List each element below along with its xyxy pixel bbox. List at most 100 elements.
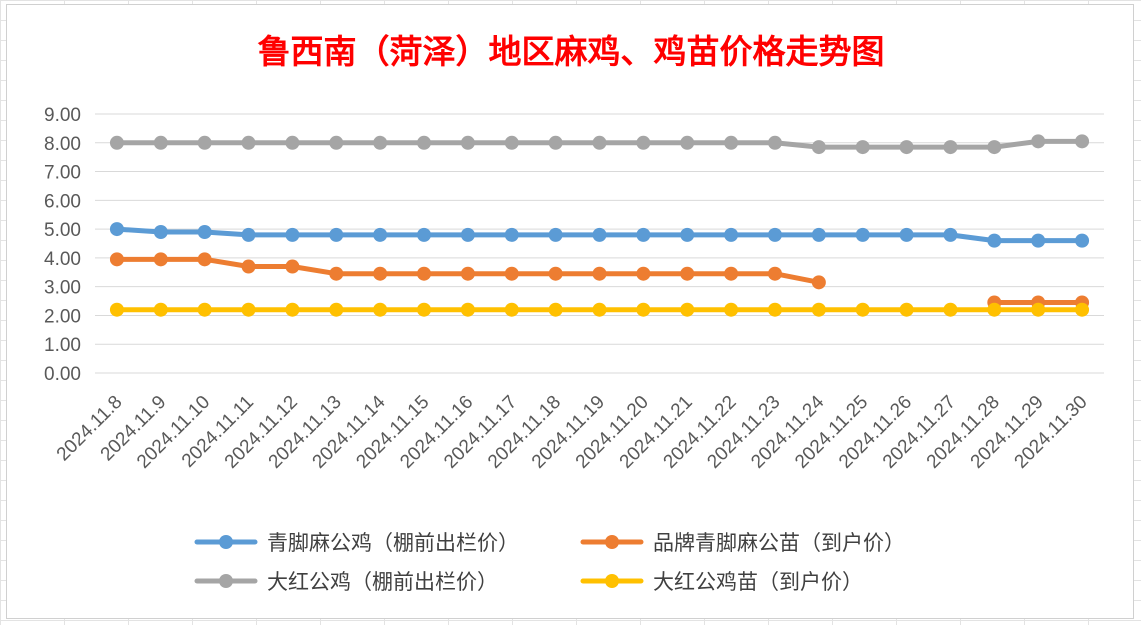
data-point bbox=[504, 227, 519, 242]
chart-title: 鲁西南（菏泽）地区麻鸡、鸡苗价格走势图 bbox=[258, 32, 885, 71]
chart-area[interactable]: 鲁西南（菏泽）地区麻鸡、鸡苗价格走势图 0.00 1.00 2.00 3.00 4.00… bbox=[6, 4, 1134, 619]
data-point bbox=[987, 140, 1002, 155]
data-point bbox=[680, 302, 695, 317]
data-point bbox=[197, 302, 212, 317]
data-point bbox=[241, 302, 256, 317]
legend-item: 大红公鸡苗（到户价） bbox=[580, 570, 863, 594]
data-point bbox=[943, 140, 958, 155]
data-point bbox=[767, 302, 782, 317]
legend-item: 品牌青脚麻公苗（到户价） bbox=[580, 531, 905, 555]
data-point bbox=[1075, 134, 1090, 149]
data-point bbox=[329, 266, 344, 281]
legend-item: 青脚麻公鸡（棚前出栏价） bbox=[194, 531, 519, 555]
data-point bbox=[197, 224, 212, 239]
y-tick-label: 8.00 bbox=[44, 134, 81, 155]
legend-item: 大红公鸡（棚前出栏价） bbox=[194, 570, 498, 594]
data-point bbox=[460, 302, 475, 317]
data-point bbox=[373, 302, 388, 317]
legend-marker bbox=[219, 574, 233, 588]
data-point bbox=[636, 302, 651, 317]
legend-marker bbox=[219, 535, 233, 549]
data-point bbox=[987, 302, 1002, 317]
data-point bbox=[592, 302, 607, 317]
data-point bbox=[109, 222, 124, 237]
data-point bbox=[504, 135, 519, 150]
data-point bbox=[285, 135, 300, 150]
data-point bbox=[592, 266, 607, 281]
line-chart: 鲁西南（菏泽）地区麻鸡、鸡苗价格走势图 0.00 1.00 2.00 3.00 4.00… bbox=[44, 32, 1104, 594]
data-point bbox=[373, 266, 388, 281]
data-point bbox=[504, 266, 519, 281]
series-0 bbox=[109, 222, 1090, 248]
data-point bbox=[548, 266, 563, 281]
data-point bbox=[373, 135, 388, 150]
y-axis-ticks: 0.00 1.00 2.00 3.00 4.00 5.00 6.00 7.00 8.00 9.00 bbox=[44, 105, 81, 385]
y-tick-label: 7.00 bbox=[44, 163, 81, 184]
data-point bbox=[197, 135, 212, 150]
data-point bbox=[153, 302, 168, 317]
data-point bbox=[855, 302, 870, 317]
data-point bbox=[153, 252, 168, 267]
data-point bbox=[1075, 233, 1090, 248]
data-point bbox=[153, 135, 168, 150]
data-point bbox=[417, 302, 432, 317]
series-lines bbox=[109, 134, 1090, 317]
data-point bbox=[680, 227, 695, 242]
series-1 bbox=[109, 252, 1090, 310]
data-point bbox=[285, 227, 300, 242]
data-point bbox=[109, 135, 124, 150]
data-point bbox=[811, 275, 826, 290]
legend-label: 青脚麻公鸡（棚前出栏价） bbox=[267, 531, 519, 555]
y-tick-label: 0.00 bbox=[44, 364, 81, 385]
data-point bbox=[285, 302, 300, 317]
legend-label: 品牌青脚麻公苗（到户价） bbox=[653, 531, 905, 555]
data-point bbox=[109, 302, 124, 317]
y-tick-label: 4.00 bbox=[44, 249, 81, 270]
data-point bbox=[153, 224, 168, 239]
data-point bbox=[899, 140, 914, 155]
legend-label: 大红公鸡苗（到户价） bbox=[653, 570, 863, 594]
data-point bbox=[592, 227, 607, 242]
data-point bbox=[373, 227, 388, 242]
data-point bbox=[197, 252, 212, 267]
data-point bbox=[460, 266, 475, 281]
series-2 bbox=[109, 134, 1090, 155]
data-point bbox=[241, 135, 256, 150]
data-point bbox=[548, 302, 563, 317]
data-point bbox=[592, 135, 607, 150]
data-point bbox=[241, 259, 256, 274]
data-point bbox=[329, 135, 344, 150]
data-point bbox=[1031, 302, 1046, 317]
y-tick-label: 9.00 bbox=[44, 105, 81, 126]
data-point bbox=[1031, 233, 1046, 248]
data-point bbox=[109, 252, 124, 267]
data-point bbox=[329, 227, 344, 242]
data-point bbox=[767, 135, 782, 150]
y-tick-label: 2.00 bbox=[44, 306, 81, 327]
data-point bbox=[855, 140, 870, 155]
data-point bbox=[724, 135, 739, 150]
data-point bbox=[329, 302, 344, 317]
data-point bbox=[943, 302, 958, 317]
data-point bbox=[987, 233, 1002, 248]
legend-marker bbox=[605, 535, 619, 549]
data-point bbox=[1031, 134, 1046, 149]
data-point bbox=[943, 227, 958, 242]
data-point bbox=[460, 135, 475, 150]
data-point bbox=[855, 227, 870, 242]
data-point bbox=[724, 266, 739, 281]
data-point bbox=[636, 266, 651, 281]
data-point bbox=[724, 227, 739, 242]
data-point bbox=[548, 135, 563, 150]
data-point bbox=[285, 259, 300, 274]
data-point bbox=[417, 266, 432, 281]
data-point bbox=[460, 227, 475, 242]
data-point bbox=[417, 135, 432, 150]
data-point bbox=[1075, 302, 1090, 317]
data-point bbox=[636, 227, 651, 242]
y-tick-label: 1.00 bbox=[44, 335, 81, 356]
data-point bbox=[767, 227, 782, 242]
data-point bbox=[417, 227, 432, 242]
data-point bbox=[811, 302, 826, 317]
legend-marker bbox=[605, 574, 619, 588]
